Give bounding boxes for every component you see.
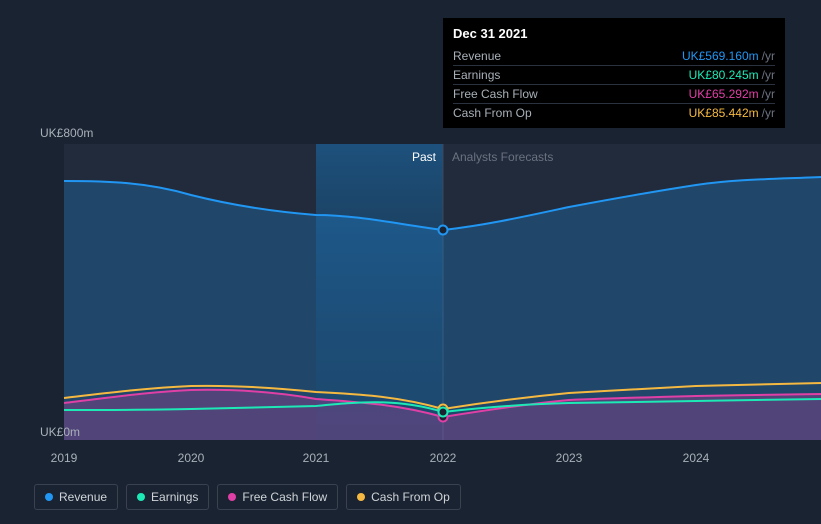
xaxis-tick: 2021 bbox=[303, 451, 330, 465]
legend-dot-icon bbox=[357, 493, 365, 501]
legend-item-earnings[interactable]: Earnings bbox=[126, 484, 209, 510]
legend-label: Earnings bbox=[151, 490, 198, 504]
tooltip-date: Dec 31 2021 bbox=[453, 26, 775, 41]
yaxis-top-label: UK£800m bbox=[40, 126, 93, 140]
yaxis-bottom-label: UK£0m bbox=[40, 425, 80, 439]
xaxis-tick: 2023 bbox=[556, 451, 583, 465]
xaxis-tick: 2019 bbox=[51, 451, 78, 465]
past-label: Past bbox=[412, 150, 436, 164]
tooltip-metric-unit: /yr bbox=[762, 87, 775, 101]
xaxis-tick: 2024 bbox=[683, 451, 710, 465]
legend-item-revenue[interactable]: Revenue bbox=[34, 484, 118, 510]
tooltip-row: Cash From Op UK£85.442m/yr bbox=[453, 104, 775, 122]
forecast-label: Analysts Forecasts bbox=[452, 150, 553, 164]
tooltip-row: Earnings UK£80.245m/yr bbox=[453, 66, 775, 85]
tooltip-metric-value: UK£569.160m bbox=[682, 49, 759, 63]
tooltip-metric-unit: /yr bbox=[762, 49, 775, 63]
legend-label: Free Cash Flow bbox=[242, 490, 327, 504]
legend-label: Cash From Op bbox=[371, 490, 450, 504]
xaxis-tick: 2020 bbox=[178, 451, 205, 465]
tooltip-metric-label: Earnings bbox=[453, 68, 500, 82]
xaxis-tick: 2022 bbox=[430, 451, 457, 465]
tooltip-metric-value: UK£65.292m bbox=[689, 87, 759, 101]
tooltip-row: Free Cash Flow UK£65.292m/yr bbox=[453, 85, 775, 104]
tooltip-metric-label: Revenue bbox=[453, 49, 501, 63]
tooltip-metric-label: Free Cash Flow bbox=[453, 87, 538, 101]
tooltip-row: Revenue UK£569.160m/yr bbox=[453, 47, 775, 66]
legend-item-cash-from-op[interactable]: Cash From Op bbox=[346, 484, 461, 510]
tooltip-metric-value: UK£80.245m bbox=[689, 68, 759, 82]
tooltip-metric-unit: /yr bbox=[762, 106, 775, 120]
financial-chart: Dec 31 2021 RevenueUK£569.160m/yrEarning… bbox=[17, 0, 805, 524]
tooltip-metric-unit: /yr bbox=[762, 68, 775, 82]
chart-legend: Revenue Earnings Free Cash Flow Cash From O… bbox=[34, 484, 461, 510]
legend-dot-icon bbox=[45, 493, 53, 501]
tooltip-metric-value: UK£85.442m bbox=[689, 106, 759, 120]
chart-tooltip: Dec 31 2021 RevenueUK£569.160m/yrEarning… bbox=[443, 18, 785, 128]
legend-dot-icon bbox=[137, 493, 145, 501]
legend-dot-icon bbox=[228, 493, 236, 501]
tooltip-metric-label: Cash From Op bbox=[453, 106, 532, 120]
legend-label: Revenue bbox=[59, 490, 107, 504]
legend-item-free-cash-flow[interactable]: Free Cash Flow bbox=[217, 484, 338, 510]
